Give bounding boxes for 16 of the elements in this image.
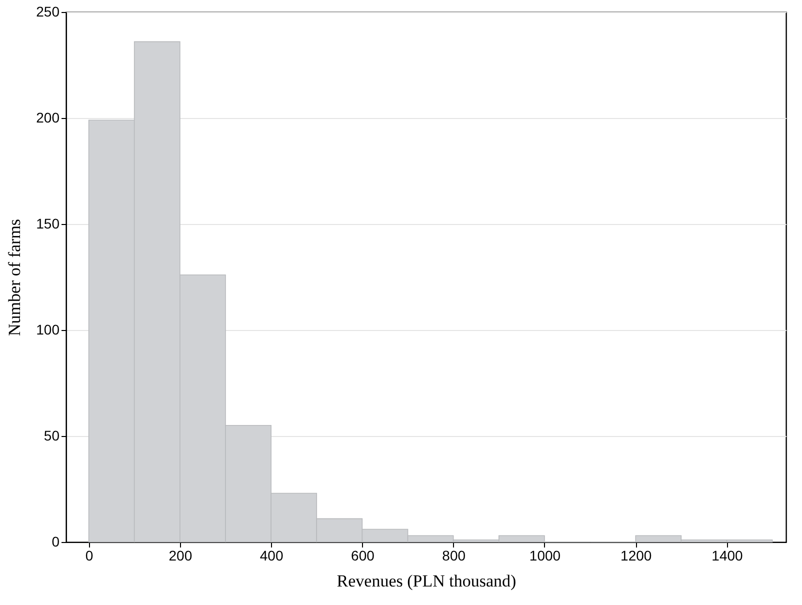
x-axis-title: Revenues (PLN thousand) bbox=[336, 572, 516, 590]
x-tick-label: 200 bbox=[168, 548, 192, 564]
x-tick-label: 800 bbox=[442, 548, 466, 564]
y-tick-label: 100 bbox=[36, 322, 60, 338]
x-tick-label: 400 bbox=[260, 548, 284, 564]
x-tick-label: 1200 bbox=[620, 548, 652, 564]
x-tick-label: 0 bbox=[85, 548, 94, 564]
y-axis-title: Number of farms bbox=[5, 218, 24, 336]
x-tick-label: 600 bbox=[351, 548, 375, 564]
y-tick-label: 200 bbox=[36, 110, 60, 126]
y-tick-label: 250 bbox=[36, 4, 60, 20]
x-tick-label: 1000 bbox=[529, 548, 561, 564]
x-tick-label: 1400 bbox=[712, 548, 744, 564]
y-tick-label: 50 bbox=[44, 428, 60, 444]
y-tick-label: 0 bbox=[52, 534, 60, 550]
y-tick-label: 150 bbox=[36, 216, 60, 232]
